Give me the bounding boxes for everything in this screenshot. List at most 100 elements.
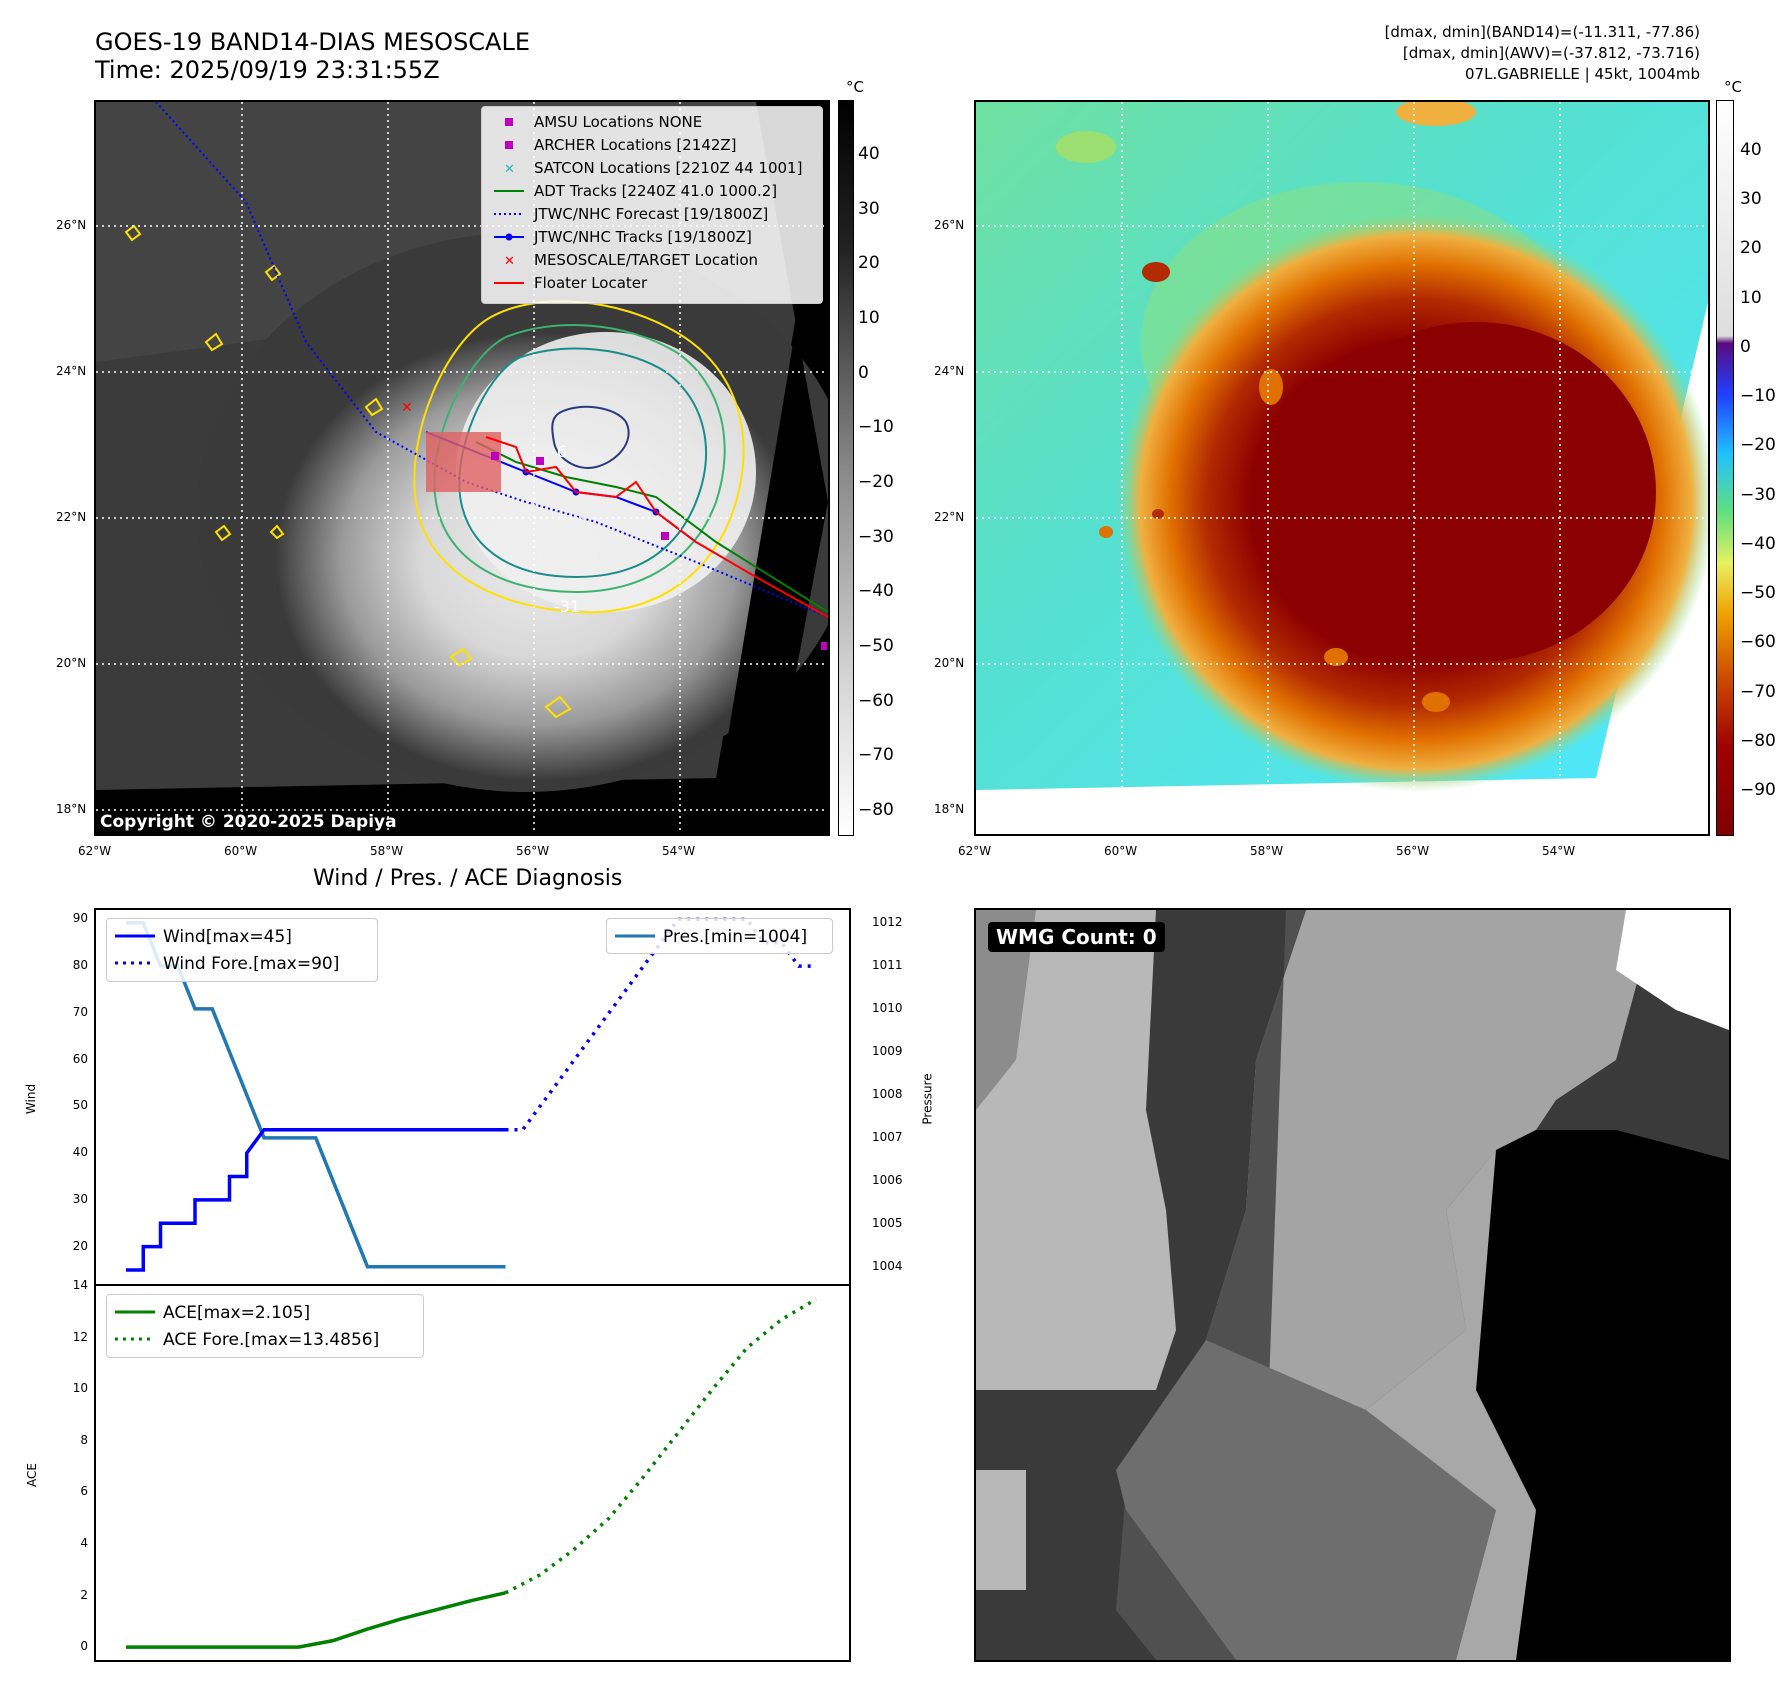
pressure-y-tick: 1006 [872, 1172, 903, 1187]
color-colorbar-tick: −90 [1740, 780, 1776, 800]
svg-text:✕: ✕ [504, 162, 515, 175]
wind-pressure-plot: Wind[max=45] Wind Fore.[max=90] Pres.[mi… [94, 908, 851, 1286]
wind-y-tick: 20 [72, 1238, 88, 1253]
color-colorbar-tick: 0 [1740, 336, 1751, 357]
color-colorbar-tick: −20 [1740, 435, 1776, 456]
color-colorbar-tick: −40 [1740, 533, 1776, 554]
wmg-image [976, 910, 1729, 1660]
pressure-y-tick: 1009 [872, 1043, 903, 1058]
lon-tick: 62°W [78, 844, 112, 858]
lon-tick: 60°W [1104, 844, 1138, 858]
ace-svg [126, 1297, 817, 1649]
gray-colorbar-tick: −60 [858, 690, 894, 711]
ace-y-tick: 12 [72, 1329, 88, 1344]
legend-item-amsu: AMSU Locations NONE [482, 111, 822, 133]
lon-tick: 58°W [370, 844, 404, 858]
gray-colorbar-unit: °C [846, 78, 864, 96]
figure-title: GOES-19 BAND14-DIAS MESOSCALE [95, 28, 531, 56]
lon-tick: 62°W [958, 844, 992, 858]
gray-colorbar-tick: −40 [858, 581, 894, 602]
ace-y-tick: 10 [72, 1381, 88, 1396]
lat-tick: 20°N [56, 656, 87, 670]
wind-line [126, 1127, 506, 1272]
gray-colorbar-tick: −30 [858, 526, 894, 547]
lon-tick: 54°W [1542, 844, 1576, 858]
gray-colorbar-tick: −10 [858, 417, 894, 438]
ace-y-tick: 4 [80, 1535, 88, 1550]
lat-tick: 26°N [56, 218, 87, 232]
legend-item-archer: ARCHER Locations [2142Z] [482, 134, 822, 156]
gray-colorbar-tick: 20 [858, 253, 880, 274]
gray-colorbar-tick: 30 [858, 198, 880, 219]
ace-y-tick: 2 [80, 1587, 88, 1602]
gray-colorbar [838, 100, 854, 836]
color-ir-map-image [976, 102, 1708, 834]
legend-item-wind-fore: Wind Fore.[max=90] [115, 954, 340, 974]
wind-axis-label: Wind [24, 1083, 39, 1115]
legend-item-mesoscale: ✕ MESOSCALE/TARGET Location [504, 251, 759, 269]
pressure-y-tick: 1011 [872, 957, 903, 972]
color-colorbar-tick: −50 [1740, 583, 1776, 604]
diagnosis-title: Wind / Pres. / ACE Diagnosis [313, 866, 623, 891]
lon-tick: 56°W [1396, 844, 1430, 858]
contour-label-minus31: -31 [554, 597, 580, 616]
wind-y-tick: 70 [72, 1004, 88, 1019]
pressure-y-tick: 1004 [872, 1258, 903, 1273]
ace-y-tick: 8 [80, 1432, 88, 1447]
color-colorbar [1716, 100, 1734, 836]
pressure-y-tick: 1007 [872, 1129, 903, 1144]
wind-y-tick: 40 [72, 1145, 88, 1160]
color-colorbar-tick: −80 [1740, 730, 1776, 751]
ace-forecast-line [504, 1297, 817, 1595]
svg-text:✕: ✕ [504, 254, 515, 267]
wind-y-tick: 80 [72, 958, 88, 973]
lon-tick: 54°W [662, 844, 696, 858]
pressure-y-tick: 1005 [872, 1215, 903, 1230]
contour-label-minus6: -6 [551, 442, 567, 461]
copyright-text: Copyright © 2020-2025 Dapiya [100, 812, 397, 832]
color-colorbar-tick: −30 [1740, 484, 1776, 505]
pressure-legend: Pres.[min=1004] [606, 918, 833, 954]
legend-item-ace-fore: ACE Fore.[max=13.4856] [115, 1330, 380, 1350]
legend-item-floater: Floater Locater [494, 274, 648, 292]
dmax-awv-info: [dmax, dmin](AWV)=(-37.812, -73.716) [1402, 44, 1700, 62]
wind-pressure-svg [126, 917, 816, 1272]
lat-tick: 26°N [934, 218, 965, 232]
legend-item-satcon: ✕ SATCON Locations [2210Z 44 1001] [504, 159, 803, 177]
gray-colorbar-tick: 10 [858, 308, 880, 328]
ace-legend: ACE[max=2.105] ACE Fore.[max=13.4856] [106, 1294, 424, 1358]
wind-legend: Wind[max=45] Wind Fore.[max=90] [106, 918, 378, 982]
svg-text:✕: ✕ [401, 400, 413, 416]
pressure-y-tick: 1008 [872, 1086, 903, 1101]
gray-colorbar-tick: −20 [858, 472, 894, 492]
wind-y-tick: 50 [72, 1098, 88, 1113]
legend-item-adt: ADT Tracks [2240Z 41.0 1000.2] [494, 182, 778, 200]
color-colorbar-tick: 10 [1740, 287, 1762, 308]
lon-tick: 60°W [224, 844, 258, 858]
ace-plot: ACE[max=2.105] ACE Fore.[max=13.4856] [94, 1284, 851, 1662]
pressure-line [126, 921, 506, 1269]
gray-colorbar-tick: 40 [858, 144, 880, 164]
legend-item-forecast: JTWC/NHC Forecast [19/1800Z] [494, 205, 769, 223]
ir-map-legend: AMSU Locations NONE ARCHER Locations [21… [481, 106, 823, 304]
ir-map-panel: ✕ -6 -31 Copyright © 2020-2025 Dapiya AM… [94, 100, 830, 836]
color-colorbar-tick: 30 [1740, 189, 1762, 210]
ace-y-tick: 0 [80, 1639, 88, 1654]
color-colorbar-tick: 40 [1740, 140, 1762, 160]
dmax-band14-info: [dmax, dmin](BAND14)=(-11.311, -77.86) [1384, 23, 1700, 41]
gray-colorbar-tick: 0 [858, 362, 869, 383]
color-colorbar-tick: −70 [1740, 681, 1776, 702]
ace-axis-label: ACE [24, 1463, 39, 1487]
wmg-count-badge: WMG Count: 0 [988, 922, 1165, 952]
color-ir-map-panel [974, 100, 1710, 836]
wind-y-tick: 90 [72, 911, 88, 926]
lat-tick: 24°N [56, 364, 87, 378]
legend-item-wind: Wind[max=45] [115, 927, 292, 947]
pressure-axis-label: Pressure [920, 1073, 935, 1125]
legend-item-ace: ACE[max=2.105] [115, 1303, 311, 1323]
ace-y-tick: 14 [72, 1278, 88, 1292]
lat-tick: 24°N [934, 364, 965, 378]
wind-y-tick: 30 [72, 1191, 88, 1206]
legend-item-tracks: JTWC/NHC Tracks [19/1800Z] [482, 226, 822, 248]
lon-tick: 58°W [1250, 844, 1284, 858]
